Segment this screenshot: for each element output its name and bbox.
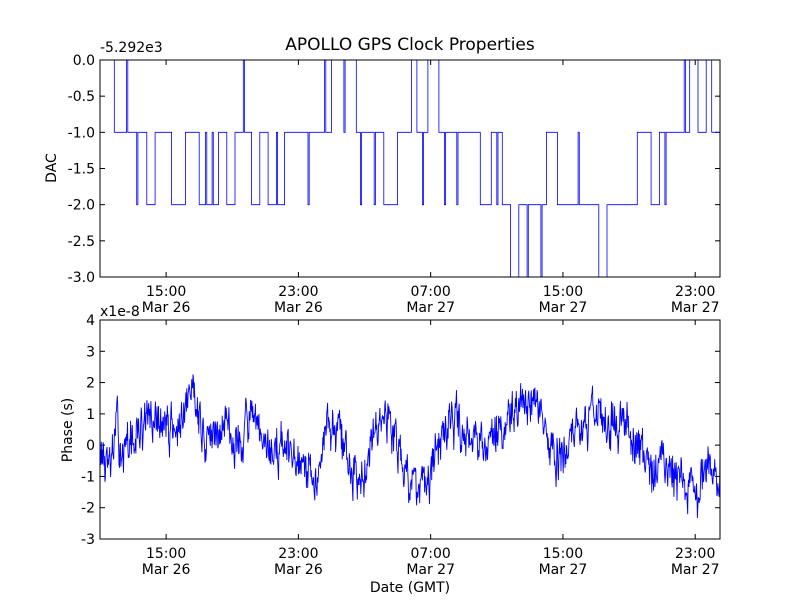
x-tick-date-label: Mar 26	[274, 562, 323, 578]
y-tick-label: -1.0	[68, 125, 95, 141]
y-tick-label: -2.0	[68, 198, 95, 214]
series-line	[100, 59, 720, 278]
x-tick-time-label: 23:00	[278, 546, 318, 562]
y-tick-label: -3	[81, 532, 95, 548]
x-tick-time-label: 15:00	[543, 284, 583, 300]
y-tick-label: 3	[86, 344, 95, 360]
y-tick-label: -1.5	[68, 162, 95, 178]
x-tick-time-label: 15:00	[146, 546, 186, 562]
y-tick-label: 1	[86, 407, 95, 423]
x-tick-date-label: Mar 26	[142, 562, 191, 578]
y-tick-label: 0	[86, 438, 95, 454]
y-tick-label: 4	[86, 313, 95, 329]
x-tick-time-label: 23:00	[675, 284, 715, 300]
phase-y-axis-label: Phase (s)	[60, 398, 76, 462]
x-tick-time-label: 15:00	[146, 284, 186, 300]
dac-plot-area	[100, 59, 720, 278]
y-tick-label: 0.0	[73, 53, 95, 69]
phase-offset-label: x1e-8	[100, 304, 140, 320]
x-tick-time-label: 07:00	[410, 546, 450, 562]
dac-subplot: -5.292e3 DAC 0.0 -0.5 -1.0 -1.5 -2.0 -2.5 -3.0…	[44, 40, 721, 316]
figure-title: APOLLO GPS Clock Properties	[285, 35, 535, 55]
y-tick-label: -2	[81, 501, 95, 517]
y-tick-label: -1	[81, 469, 95, 485]
x-tick-time-label: 15:00	[543, 546, 583, 562]
x-tick-time-label: 07:00	[410, 284, 450, 300]
x-tick-date-label: Mar 27	[671, 562, 720, 578]
y-tick-label: -0.5	[68, 89, 95, 105]
phase-axes-frame	[99, 319, 721, 540]
y-tick-label: 2	[86, 376, 95, 392]
x-axis-label: Date (GMT)	[370, 580, 450, 596]
dac-offset-label: -5.292e3	[100, 40, 163, 56]
x-tick-date-label: Mar 26	[274, 300, 323, 316]
x-tick-date-label: Mar 27	[406, 562, 455, 578]
y-tick-label: -3.0	[68, 270, 95, 286]
dac-axes-frame	[99, 59, 721, 278]
x-tick-time-label: 23:00	[675, 546, 715, 562]
x-tick-date-label: Mar 27	[671, 300, 720, 316]
dac-y-axis-label: DAC	[44, 153, 60, 183]
x-tick-date-label: Mar 27	[539, 562, 588, 578]
y-tick-label: -2.5	[68, 234, 95, 250]
x-tick-date-label: Mar 27	[406, 300, 455, 316]
series-line	[99, 374, 721, 519]
x-tick-date-label: Mar 27	[539, 300, 588, 316]
x-tick-time-label: 23:00	[278, 284, 318, 300]
phase-plot-area	[99, 374, 721, 519]
x-tick-date-label: Mar 26	[142, 300, 191, 316]
